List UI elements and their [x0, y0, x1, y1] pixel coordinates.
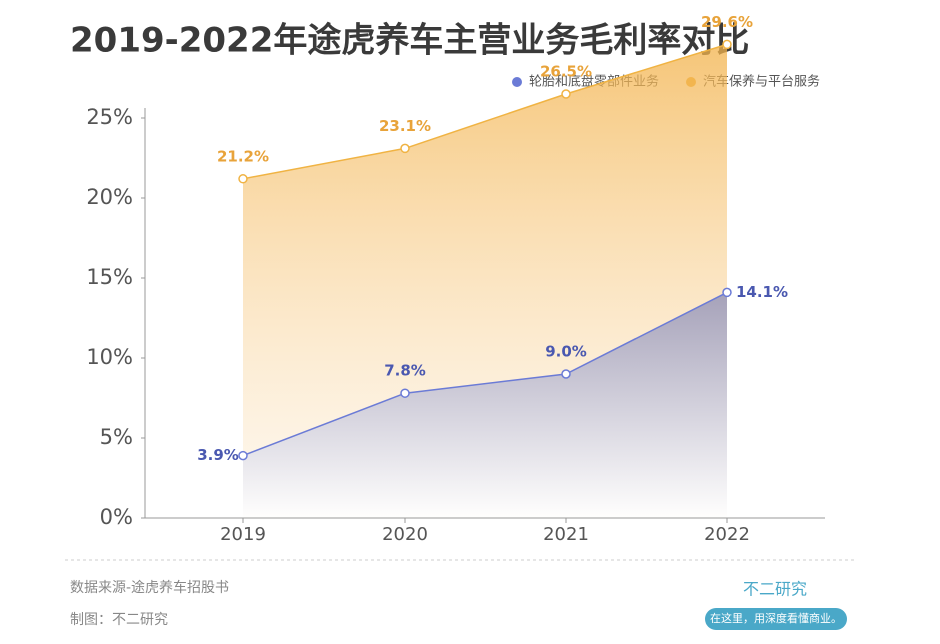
x-tick-label: 2020 — [382, 524, 428, 545]
point — [400, 388, 410, 398]
data-label: 26.5% — [540, 63, 592, 81]
x-tick-label: 2021 — [543, 524, 589, 545]
point — [722, 39, 732, 50]
source-note: 数据来源-途虎养车招股书 — [70, 579, 229, 596]
data-label: 7.8% — [384, 362, 426, 380]
point — [561, 89, 571, 99]
point — [400, 143, 410, 154]
legend-label: 汽车保养与平台服务 — [703, 74, 820, 90]
line — [242, 291, 728, 457]
point — [238, 450, 248, 461]
y-tick-label: 25% — [86, 105, 133, 129]
x-tick-label: 2019 — [220, 524, 266, 545]
y-tick-label: 0% — [100, 505, 133, 529]
data-label: 23.1% — [379, 117, 431, 135]
y-tick-label: 15% — [86, 265, 133, 289]
data-label: 14.1% — [736, 283, 788, 301]
slogan-badge — [705, 608, 847, 630]
brand-logo: 不二研究 — [743, 580, 807, 599]
data-label: 9.0% — [545, 343, 587, 361]
y-tick-label: 5% — [100, 425, 133, 449]
slogan: 在这里，用深度看懂商业。 — [710, 611, 842, 625]
point — [561, 369, 571, 379]
data-label: 21.2% — [217, 147, 269, 165]
chart-title: 2019-2022年途虎养车主营业务毛利率对比 — [70, 21, 749, 61]
y-tick-label: 10% — [86, 345, 133, 369]
area — [243, 292, 727, 518]
data-label: 29.6% — [701, 13, 753, 31]
x-tick-label: 2022 — [704, 524, 750, 545]
legend-marker — [512, 77, 522, 87]
y-tick-label: 20% — [86, 185, 133, 209]
point — [722, 287, 732, 298]
credit-note: 制图：不二研究 — [70, 612, 168, 628]
line — [242, 43, 728, 180]
point — [238, 174, 248, 184]
data-label: 3.9% — [197, 446, 239, 464]
